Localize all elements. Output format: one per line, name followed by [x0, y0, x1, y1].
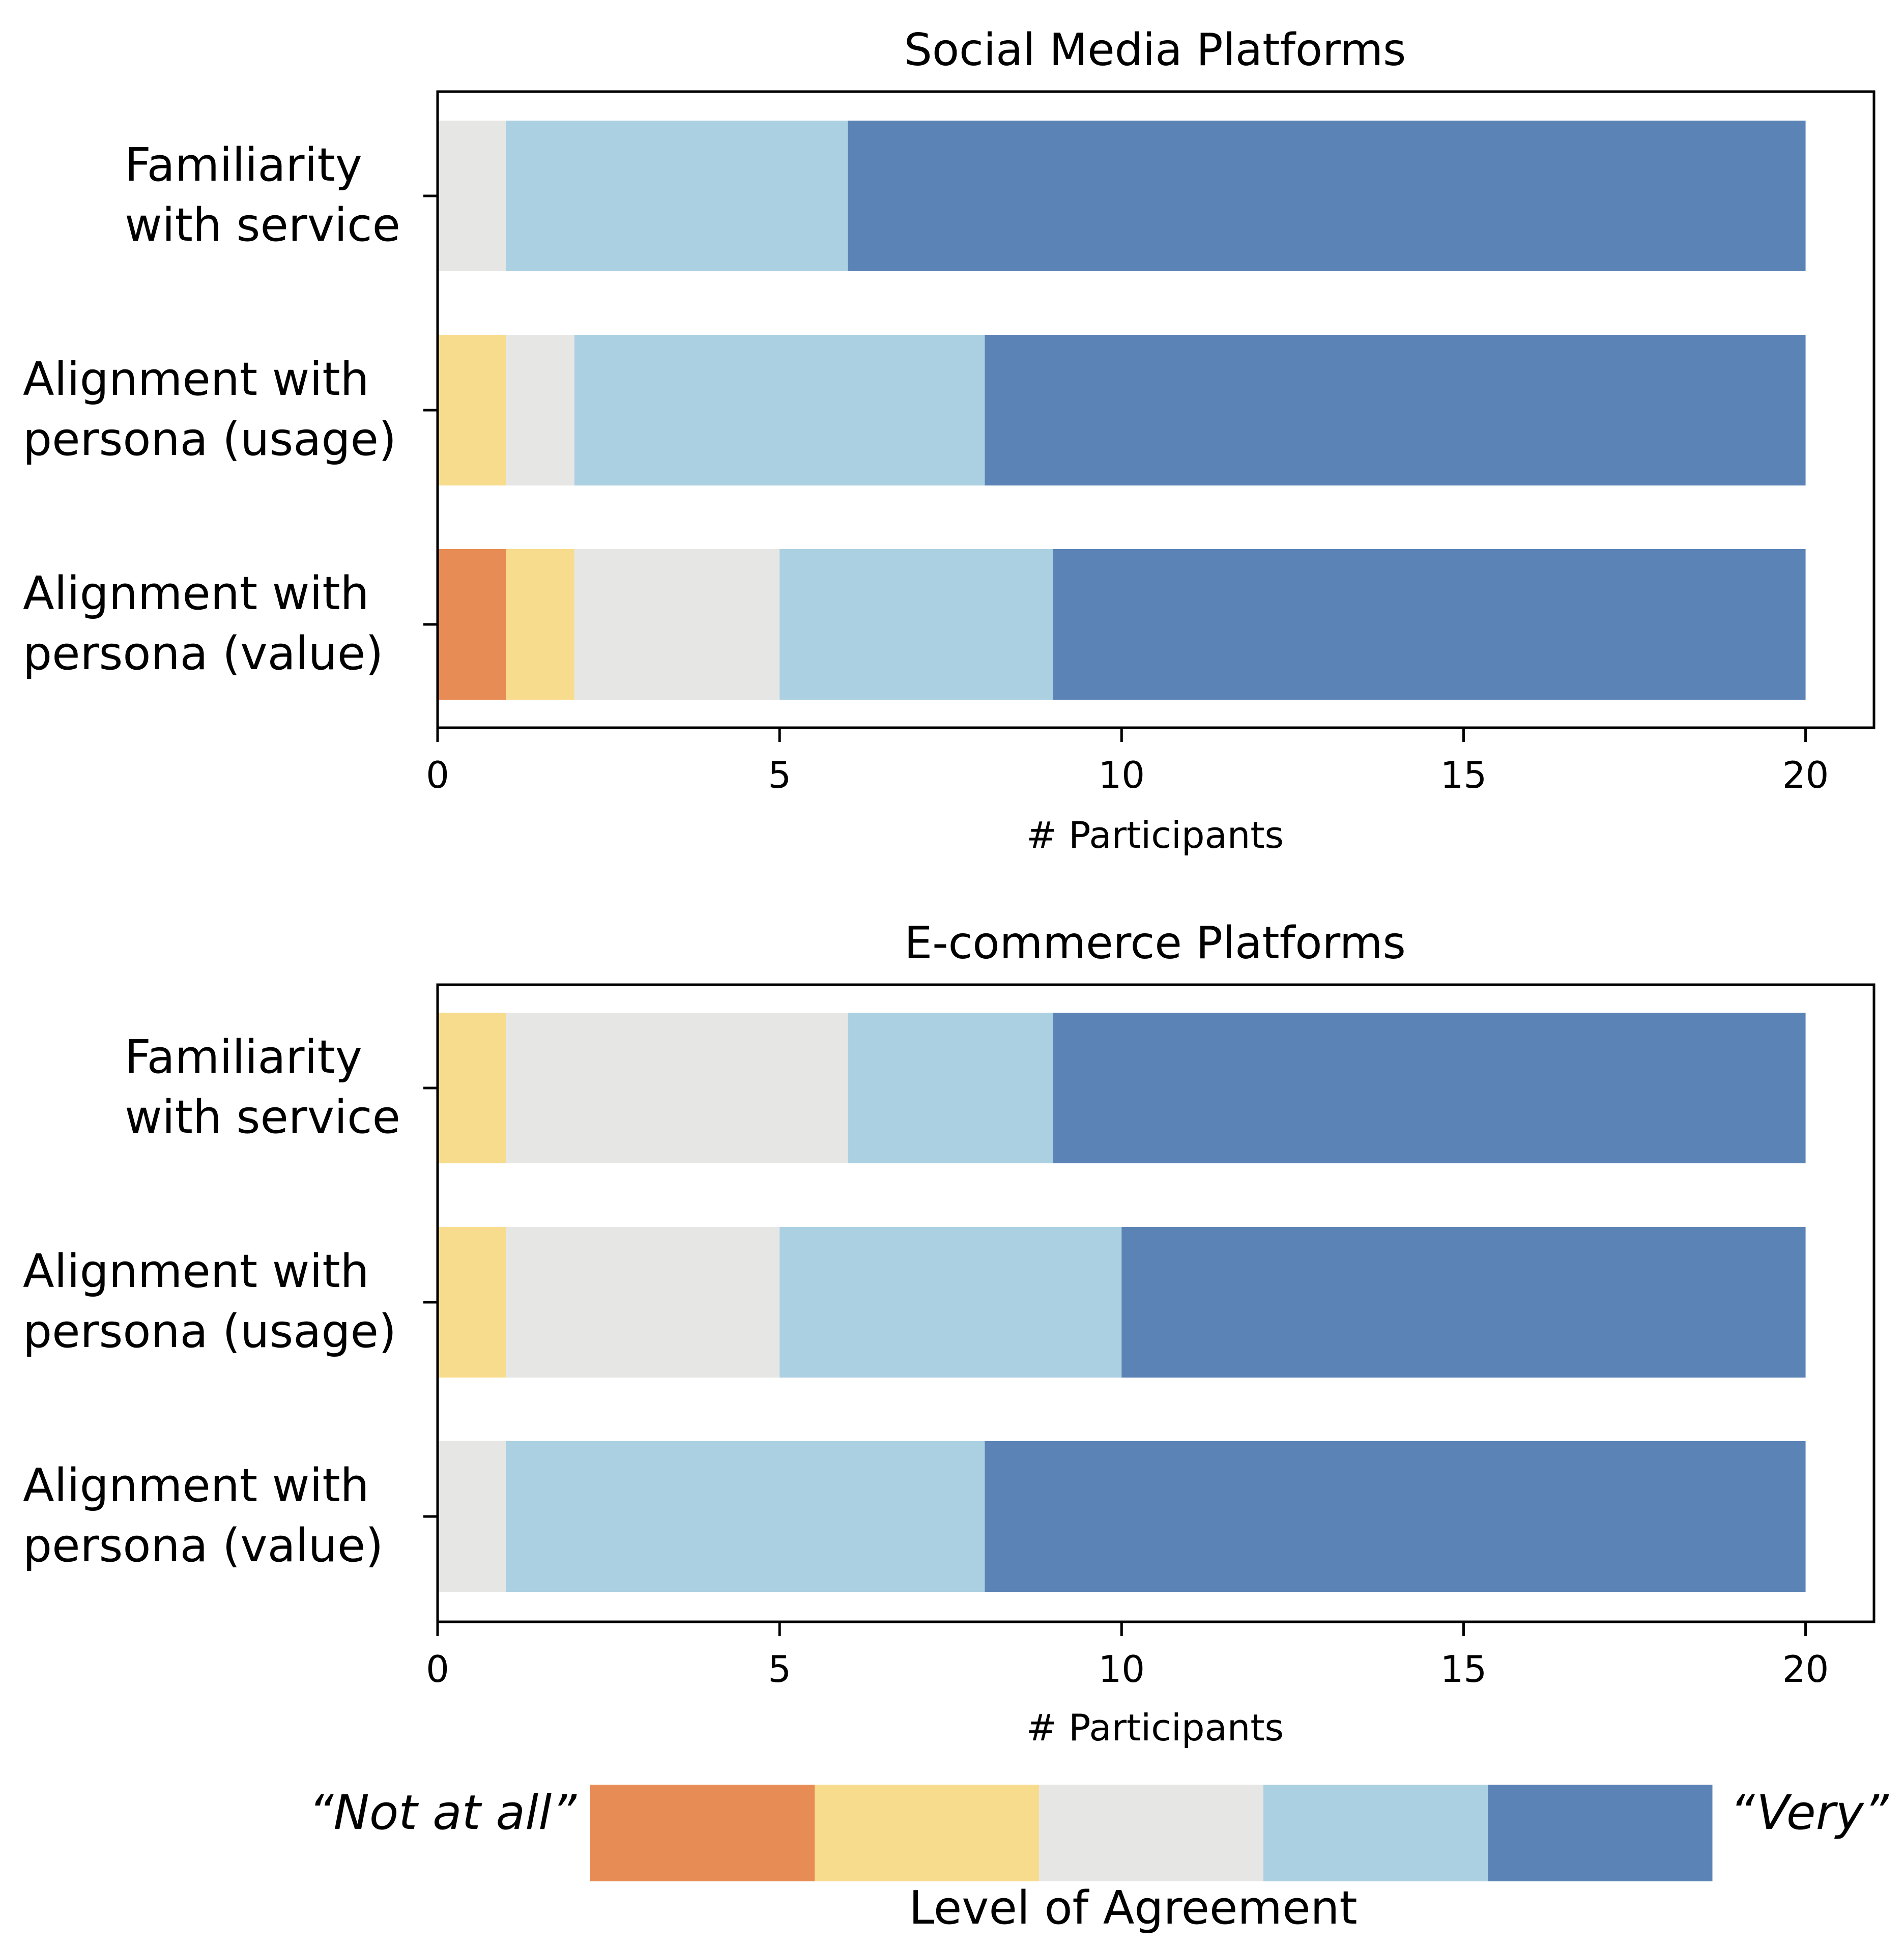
bar-segment	[848, 1013, 1053, 1163]
legend-swatch-level-4	[1263, 1785, 1488, 1881]
bar-segment	[985, 1441, 1806, 1592]
bar-segment	[848, 121, 1806, 271]
agreement-legend: “Not at all” “Very” Level of Agreement	[309, 1785, 1889, 1935]
bar-group	[438, 1013, 1806, 1592]
legend-swatches	[590, 1785, 1713, 1881]
bar-segment	[438, 335, 506, 485]
ecommerce-chart: E-commerce Platforms Familiarity with ser…	[23, 917, 1876, 1749]
y-tick-label: Familiarity	[125, 138, 362, 192]
bar-segment	[506, 1013, 848, 1163]
bar-group	[438, 121, 1806, 700]
bar-segment	[1053, 1013, 1806, 1163]
x-tick-label: 5	[768, 1648, 791, 1691]
x-axis-label: # Participants	[1026, 1706, 1284, 1749]
bar-segment	[438, 549, 506, 700]
legend-swatch-level-2	[815, 1785, 1040, 1881]
x-tick-label: 0	[426, 1648, 449, 1691]
bar-segment	[574, 335, 985, 485]
chart-title: Social Media Platforms	[904, 24, 1406, 76]
bar-segment	[506, 121, 848, 271]
legend-swatch-level-3	[1039, 1785, 1264, 1881]
chart-title: E-commerce Platforms	[904, 917, 1406, 969]
bar-segment	[506, 1227, 780, 1378]
bar-segment	[506, 335, 574, 485]
bar-segment	[438, 1227, 506, 1378]
bar-segment	[438, 1441, 506, 1592]
y-tick-label: with service	[125, 198, 400, 252]
x-tick-label: 10	[1098, 754, 1145, 796]
y-tick-label: persona (value)	[23, 1519, 383, 1572]
x-axis-label: # Participants	[1026, 814, 1284, 856]
x-tick-labels: 0 5 10 15 20	[426, 1622, 1829, 1691]
bar-segment	[506, 1441, 985, 1592]
social-media-chart: Social Media Platforms Familiarity with s…	[23, 24, 1876, 856]
y-tick-label: persona (usage)	[23, 1305, 396, 1358]
bar-segment	[1121, 1227, 1806, 1378]
bar-segment	[574, 549, 780, 700]
y-tick-labels: Familiarity with service Alignment with per…	[23, 138, 438, 680]
x-tick-label: 0	[426, 754, 449, 796]
x-tick-labels: 0 5 10 15 20	[426, 728, 1829, 796]
y-tick-label: Alignment with	[23, 1459, 369, 1512]
x-tick-label: 10	[1098, 1648, 1145, 1691]
legend-title: Level of Agreement	[909, 1881, 1357, 1935]
y-tick-label: Alignment with	[23, 1245, 369, 1298]
y-tick-label: Alignment with	[23, 353, 369, 406]
bar-segment	[438, 121, 506, 271]
x-tick-label: 20	[1782, 1648, 1829, 1691]
bar-segment	[985, 335, 1806, 485]
y-tick-labels: Familiarity with service Alignment with per…	[23, 1030, 438, 1572]
legend-swatch-level-5	[1488, 1785, 1713, 1881]
bar-segment	[438, 1013, 506, 1163]
y-tick-label: persona (usage)	[23, 413, 396, 466]
x-tick-label: 20	[1782, 754, 1829, 796]
y-tick-label: Alignment with	[23, 567, 369, 620]
bar-segment	[780, 549, 1053, 700]
bar-segment	[780, 1227, 1122, 1378]
x-tick-label: 15	[1440, 754, 1487, 796]
legend-swatch-level-1	[590, 1785, 815, 1881]
x-tick-label: 15	[1440, 1648, 1487, 1691]
legend-high-label: “Very”	[1730, 1785, 1889, 1841]
y-tick-label: with service	[125, 1091, 400, 1144]
bar-segment	[506, 549, 574, 700]
bar-segment	[1053, 549, 1806, 700]
legend-low-label: “Not at all”	[309, 1785, 577, 1841]
x-tick-label: 5	[768, 754, 791, 796]
y-tick-label: persona (value)	[23, 627, 383, 680]
y-tick-label: Familiarity	[125, 1030, 362, 1084]
